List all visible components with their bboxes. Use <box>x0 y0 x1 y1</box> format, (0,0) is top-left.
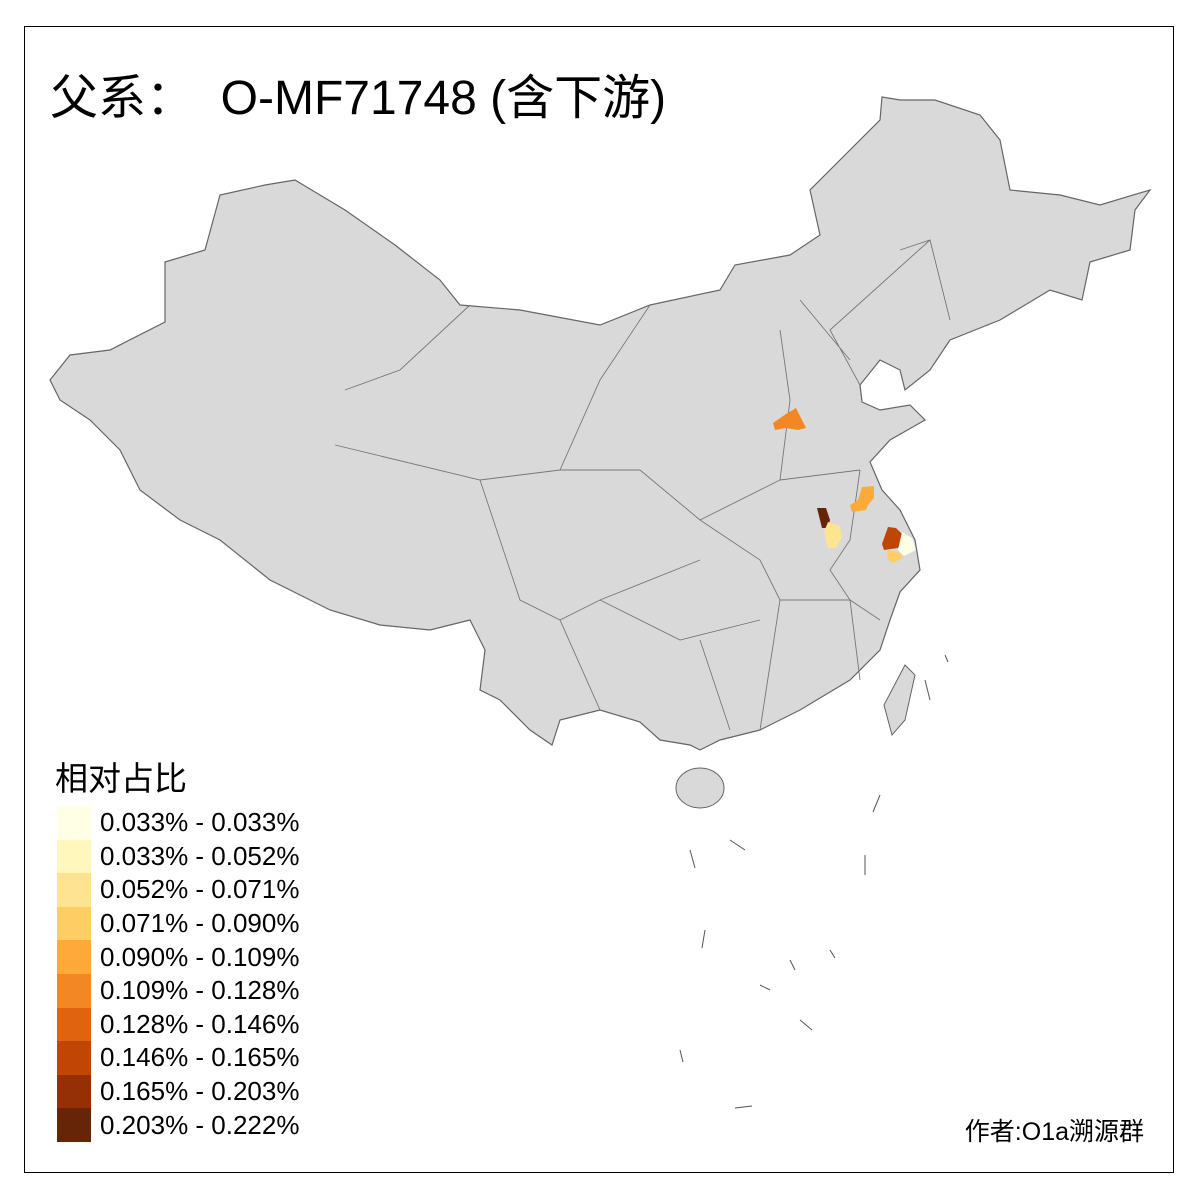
legend-label: 0.146% - 0.165% <box>100 1042 300 1073</box>
legend-swatch <box>57 940 91 974</box>
legend-item: 0.203% - 0.222% <box>57 1108 299 1142</box>
legend-title: 相对占比 <box>55 760 187 797</box>
map-title: 父系： O-MF71748 (含下游) <box>50 72 667 125</box>
legend-swatch <box>57 906 91 941</box>
highlighted-region <box>824 522 842 548</box>
legend-item: 0.090% - 0.109% <box>57 940 299 974</box>
china-mainland <box>49 96 1152 751</box>
legend-swatch <box>57 973 91 1008</box>
highlighted-region <box>773 408 806 430</box>
legend-swatch <box>57 1108 91 1142</box>
legend: 0.033% - 0.033% 0.033% - 0.052% 0.052% -… <box>57 806 299 1142</box>
taiwan-island <box>883 664 916 737</box>
highlighted-region <box>898 532 916 556</box>
legend-swatch <box>57 1041 91 1075</box>
south-china-sea-islands <box>679 654 949 1109</box>
legend-label: 0.128% - 0.146% <box>100 1008 300 1039</box>
hainan-island <box>675 767 725 809</box>
highlighted-region <box>850 486 874 512</box>
legend-label: 0.109% - 0.128% <box>100 975 300 1006</box>
legend-item: 0.071% - 0.090% <box>57 906 300 941</box>
legend-swatch <box>57 1074 91 1109</box>
plot-frame <box>24 26 1174 1173</box>
legend-item: 0.165% - 0.203% <box>57 1074 300 1109</box>
legend-label: 0.033% - 0.033% <box>100 807 300 838</box>
legend-label: 0.052% - 0.071% <box>100 874 300 905</box>
highlighted-region <box>887 550 903 563</box>
legend-label: 0.033% - 0.052% <box>100 840 300 871</box>
legend-label: 0.203% - 0.222% <box>100 1109 300 1140</box>
legend-item: 0.128% - 0.146% <box>57 1007 300 1042</box>
legend-label: 0.165% - 0.203% <box>100 1076 300 1107</box>
highlighted-regions <box>773 408 916 563</box>
province-borders <box>334 239 951 731</box>
highlighted-region <box>817 508 830 528</box>
legend-swatch <box>57 806 91 840</box>
legend-item: 0.052% - 0.071% <box>57 873 299 907</box>
legend-swatch <box>57 873 91 907</box>
legend-item: 0.033% - 0.033% <box>57 806 299 840</box>
legend-label: 0.071% - 0.090% <box>100 908 300 939</box>
legend-swatch <box>57 1007 91 1042</box>
legend-item: 0.146% - 0.165% <box>57 1041 299 1075</box>
legend-item: 0.033% - 0.052% <box>57 839 300 874</box>
legend-item: 0.109% - 0.128% <box>57 973 300 1008</box>
author-credit: 作者:O1a溯源群 <box>964 1118 1144 1146</box>
legend-swatch <box>57 839 91 874</box>
legend-label: 0.090% - 0.109% <box>100 941 300 972</box>
highlighted-region <box>882 527 904 550</box>
